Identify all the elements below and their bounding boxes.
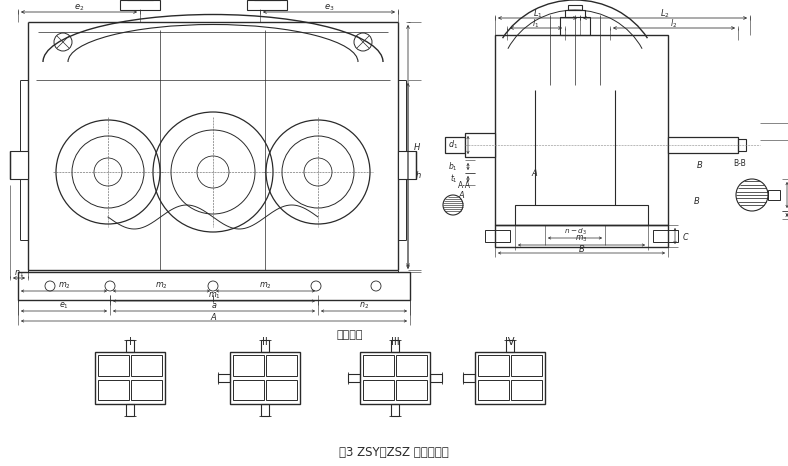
Bar bbox=[233, 355, 264, 376]
Text: $l_2$: $l_2$ bbox=[671, 18, 678, 30]
Bar bbox=[398, 151, 416, 179]
Circle shape bbox=[443, 195, 463, 215]
Text: I: I bbox=[128, 337, 132, 347]
Bar bbox=[768, 190, 780, 200]
Bar bbox=[495, 225, 668, 247]
Text: $m_2$: $m_2$ bbox=[259, 281, 272, 291]
Bar bbox=[95, 352, 165, 404]
Text: II: II bbox=[262, 337, 268, 347]
Text: $m_1$: $m_1$ bbox=[207, 291, 221, 301]
Text: $A$: $A$ bbox=[210, 310, 217, 322]
Bar bbox=[445, 137, 465, 153]
Bar bbox=[348, 374, 360, 382]
Bar bbox=[10, 151, 28, 179]
Text: $h$: $h$ bbox=[415, 170, 422, 180]
Bar bbox=[478, 355, 509, 376]
Text: $b_1$: $b_1$ bbox=[448, 160, 458, 173]
Bar bbox=[363, 380, 394, 400]
Text: $n_2$: $n_2$ bbox=[359, 301, 369, 311]
Text: $m_2$: $m_2$ bbox=[155, 281, 168, 291]
Bar bbox=[363, 355, 394, 376]
Text: IV: IV bbox=[505, 337, 515, 347]
Bar bbox=[261, 404, 269, 416]
Bar bbox=[511, 355, 542, 376]
Bar bbox=[465, 133, 495, 157]
Bar bbox=[478, 380, 509, 400]
Circle shape bbox=[736, 179, 768, 211]
Bar bbox=[266, 355, 297, 376]
Bar bbox=[98, 380, 129, 400]
Text: $B$: $B$ bbox=[693, 194, 701, 206]
Text: $e_2$: $e_2$ bbox=[74, 3, 84, 13]
Bar bbox=[653, 230, 678, 242]
Text: $n_1$: $n_1$ bbox=[14, 269, 24, 279]
Text: $e_3$: $e_3$ bbox=[324, 3, 334, 13]
Text: $t_1$: $t_1$ bbox=[450, 173, 458, 185]
Bar bbox=[18, 272, 410, 300]
Bar bbox=[218, 374, 230, 382]
Bar bbox=[247, 0, 287, 10]
Bar bbox=[565, 10, 585, 17]
Text: A-A: A-A bbox=[458, 180, 470, 190]
Text: $B$: $B$ bbox=[697, 158, 704, 170]
Bar bbox=[131, 355, 162, 376]
Bar bbox=[360, 352, 430, 404]
Text: $m_3$: $m_3$ bbox=[575, 234, 588, 244]
Text: 图3 ZSY、ZSZ 减速器外形: 图3 ZSY、ZSZ 减速器外形 bbox=[339, 445, 449, 459]
Bar bbox=[126, 404, 134, 416]
Bar bbox=[266, 380, 297, 400]
Bar bbox=[515, 205, 648, 225]
Bar bbox=[126, 340, 134, 352]
Bar bbox=[391, 404, 399, 416]
Text: $A$: $A$ bbox=[531, 167, 539, 178]
Text: 装配型式: 装配型式 bbox=[336, 330, 363, 340]
Text: $C$: $C$ bbox=[682, 231, 690, 241]
Bar bbox=[668, 137, 738, 153]
Bar bbox=[430, 374, 442, 382]
Text: $m_2$: $m_2$ bbox=[58, 281, 70, 291]
Text: $a$: $a$ bbox=[211, 302, 217, 310]
Text: $B$: $B$ bbox=[578, 242, 585, 254]
Bar bbox=[98, 355, 129, 376]
Text: $l_1$: $l_1$ bbox=[533, 18, 540, 30]
Text: III: III bbox=[391, 337, 400, 347]
Text: B-B: B-B bbox=[734, 159, 746, 169]
Bar bbox=[495, 35, 668, 225]
Text: $L_2$: $L_2$ bbox=[660, 8, 670, 20]
Text: $d_1$: $d_1$ bbox=[448, 139, 458, 151]
Text: $L_1$: $L_1$ bbox=[533, 8, 542, 20]
Bar bbox=[391, 340, 399, 352]
Bar bbox=[120, 0, 160, 10]
Bar bbox=[396, 355, 427, 376]
Bar bbox=[511, 380, 542, 400]
Text: $H$: $H$ bbox=[413, 142, 421, 152]
Bar bbox=[568, 5, 582, 10]
Bar bbox=[485, 230, 510, 242]
Bar bbox=[560, 17, 590, 35]
Bar bbox=[475, 352, 545, 404]
Bar bbox=[738, 139, 746, 151]
Bar bbox=[396, 380, 427, 400]
Bar bbox=[463, 374, 475, 382]
Bar bbox=[261, 340, 269, 352]
Bar bbox=[233, 380, 264, 400]
Text: $n-d_3$: $n-d_3$ bbox=[563, 227, 586, 237]
Text: $e_1$: $e_1$ bbox=[59, 301, 69, 311]
Bar bbox=[230, 352, 300, 404]
Bar bbox=[131, 380, 162, 400]
Text: $A$: $A$ bbox=[458, 189, 466, 199]
Bar bbox=[506, 340, 514, 352]
